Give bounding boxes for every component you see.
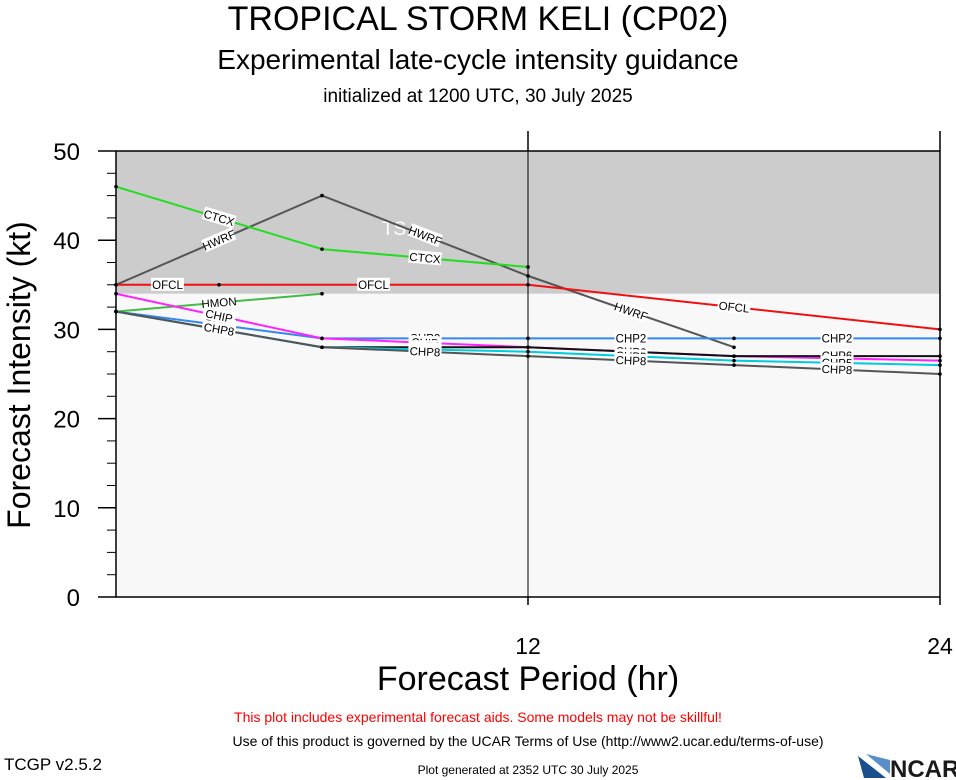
series-label-ofcl: OFCL bbox=[151, 277, 184, 292]
series-label-ctcx: CTCX bbox=[408, 249, 442, 267]
series-point-ofcl bbox=[526, 283, 530, 287]
series-label-text: CHP8 bbox=[409, 346, 440, 359]
series-label-bg bbox=[357, 277, 390, 291]
series-label-chp8: CHP8 bbox=[201, 319, 237, 339]
series-label-bg bbox=[151, 277, 184, 291]
series-label-bg bbox=[201, 319, 237, 339]
series-label-bg bbox=[820, 361, 854, 377]
series-label-bg bbox=[201, 227, 237, 253]
series-point-ctcx bbox=[526, 265, 530, 269]
series-label-text: CHP2 bbox=[822, 333, 853, 345]
series-label-ofcl: OFCL bbox=[717, 298, 752, 316]
series-label-text: CHP8 bbox=[615, 355, 646, 368]
series-point-chp8 bbox=[114, 309, 118, 314]
terms-of-use-text: Use of this product is governed by the U… bbox=[232, 733, 824, 749]
series-point-chip bbox=[114, 291, 118, 296]
series-point-hwrf bbox=[732, 345, 736, 350]
series-label-bg bbox=[201, 206, 237, 229]
generated-time: Plot generated at 2352 UTC 30 July 2025 bbox=[417, 763, 639, 777]
series-point-chp8 bbox=[526, 354, 530, 358]
x-tick-label: 24 bbox=[927, 633, 953, 659]
series-point-chp5 bbox=[732, 358, 736, 363]
initialized-time: initialized at 1200 UTC, 30 July 2025 bbox=[323, 86, 633, 107]
series-label-chp8: CHP8 bbox=[614, 352, 648, 368]
series-point-hwrf bbox=[526, 274, 530, 278]
series-point-chp2 bbox=[732, 336, 736, 341]
ncar-logo: NCAR bbox=[858, 754, 956, 780]
series-point-chp5 bbox=[526, 349, 530, 354]
chart-subtitle: Experimental late-cycle intensity guidan… bbox=[217, 44, 739, 75]
series-label-text: CHP8 bbox=[821, 364, 852, 377]
series-label-text: OFCL bbox=[718, 300, 750, 315]
y-tick-label: 30 bbox=[53, 317, 80, 344]
series-label-text: CHP2 bbox=[616, 333, 647, 345]
series-point-chp2 bbox=[526, 336, 530, 341]
series-label-chp2: CHP2 bbox=[820, 331, 854, 345]
series-point-chp8 bbox=[732, 363, 736, 367]
series-label-chp2: CHP2 bbox=[614, 331, 648, 345]
series-label-text: OFCL bbox=[152, 280, 183, 292]
y-tick-label: 50 bbox=[53, 139, 80, 166]
series-point-chp6 bbox=[732, 354, 736, 358]
series-point-hwrf bbox=[320, 193, 324, 198]
ts-band-label: TS bbox=[382, 219, 406, 240]
series-point-ofcl bbox=[217, 283, 221, 287]
chart-title: TROPICAL STORM KELI (CP02) bbox=[227, 0, 729, 38]
series-label-bg bbox=[201, 305, 237, 326]
series-label-text: CTCX bbox=[409, 252, 442, 267]
y-tick-label: 20 bbox=[53, 407, 80, 434]
series-label-bg bbox=[613, 299, 649, 323]
series-label-text: OFCL bbox=[358, 280, 389, 292]
series-point-chip bbox=[320, 336, 324, 341]
series-label-bg bbox=[614, 331, 648, 345]
series-point-ctcx bbox=[114, 184, 118, 189]
series-label-bg bbox=[408, 343, 442, 359]
series-point-chp8 bbox=[320, 345, 324, 350]
series-label-bg bbox=[820, 331, 854, 345]
x-tick-label: 12 bbox=[515, 633, 541, 659]
series-label-chp8: CHP8 bbox=[408, 343, 442, 359]
series-label-bg bbox=[408, 249, 442, 266]
y-axis-label: Forecast Intensity (kt) bbox=[1, 221, 37, 529]
axes: 12 24 0 10 20 30 40 50 bbox=[53, 131, 953, 659]
series-point-chp6 bbox=[938, 354, 942, 358]
y-tick-label: 40 bbox=[53, 228, 80, 255]
series-label-bg bbox=[614, 352, 648, 368]
series-point-chp5 bbox=[938, 363, 942, 367]
x-axis-label: Forecast Period (hr) bbox=[376, 660, 680, 698]
series-label-text: CHP8 bbox=[203, 322, 235, 339]
series-point-chp8 bbox=[938, 372, 942, 376]
series-label-bg bbox=[407, 223, 443, 248]
series-point-ofcl bbox=[114, 283, 118, 287]
version-label: TCGP v2.5.2 bbox=[4, 755, 102, 774]
series-point-chip bbox=[938, 358, 942, 363]
y-tick-label: 10 bbox=[53, 496, 80, 523]
warning-text: This plot includes experimental forecast… bbox=[234, 709, 722, 725]
series-point-hmon bbox=[320, 291, 324, 296]
series-point-ofcl bbox=[938, 327, 942, 332]
series-label-chp8: CHP8 bbox=[820, 361, 854, 377]
y-tick-label: 0 bbox=[67, 585, 80, 612]
ncar-logo-text: NCAR bbox=[890, 756, 956, 780]
series-label-bg bbox=[717, 298, 752, 315]
series-point-chp2 bbox=[938, 336, 942, 341]
series-label-bg bbox=[202, 294, 236, 311]
series-label-ofcl: OFCL bbox=[357, 277, 390, 292]
series-point-ctcx bbox=[320, 247, 324, 251]
series-point-chp6 bbox=[526, 345, 530, 350]
